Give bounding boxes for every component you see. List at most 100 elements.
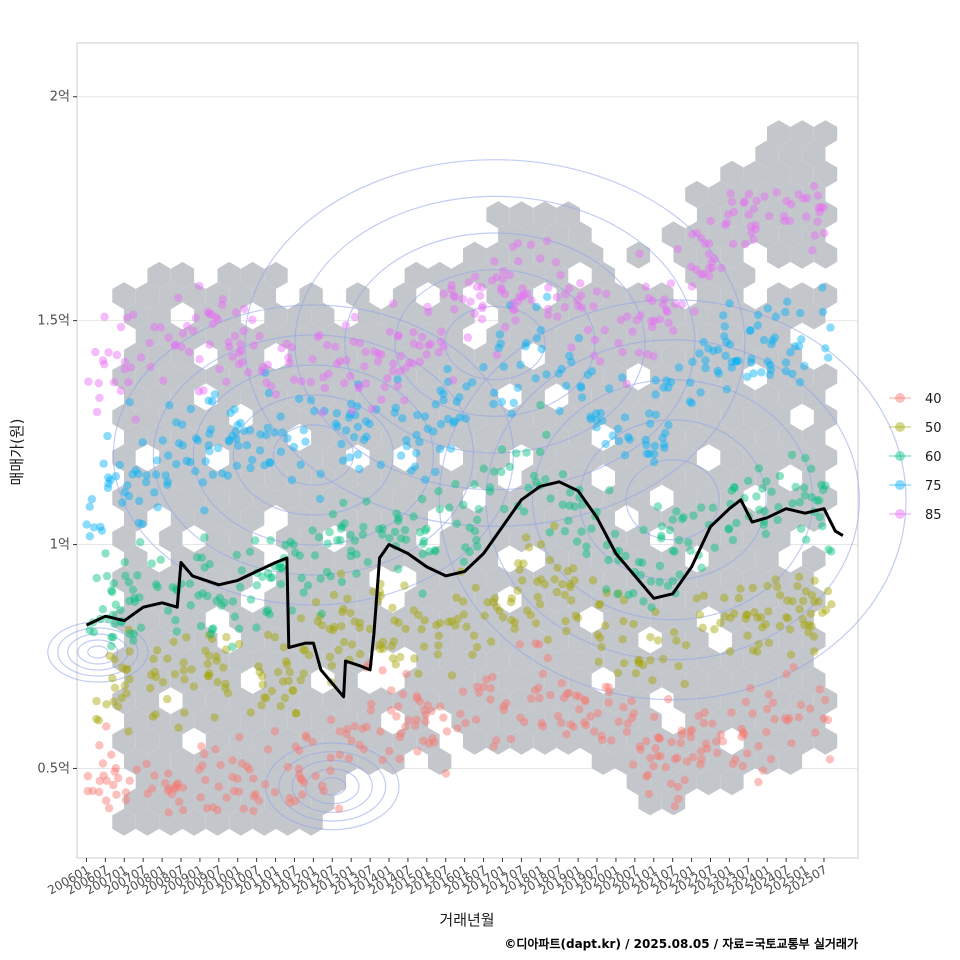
hexbin [252,282,276,310]
point-size-50 [795,605,804,614]
hexbin [533,403,557,431]
point-size-75 [353,402,362,411]
hexbin [159,363,183,391]
point-size-50 [313,617,323,626]
point-size-60 [325,528,334,537]
hexbin [731,666,756,694]
point-size-85 [289,375,299,384]
point-size-75 [746,326,755,335]
point-size-75 [701,356,710,365]
hexbin [544,707,569,735]
contour-line [532,379,814,621]
point-size-60 [602,585,611,594]
hexbin [252,322,276,350]
point-size-40 [762,728,771,737]
point-size-60 [336,524,346,533]
hexbin [731,180,756,208]
point-size-40 [499,705,509,715]
point-size-50 [775,621,785,631]
point-size-75 [494,343,503,353]
point-size-75 [178,441,187,450]
point-size-60 [541,475,550,484]
point-size-85 [100,312,109,321]
hexbin [509,727,534,755]
point-size-40 [402,669,411,679]
point-size-50 [553,563,562,573]
point-size-50 [532,577,542,586]
point-size-85 [622,312,632,321]
hexbin [661,504,686,532]
hexbin [755,383,779,411]
point-size-85 [692,228,702,238]
hexbin [416,687,440,715]
point-size-60 [801,453,810,463]
hexbin [813,241,838,269]
point-size-60 [465,523,474,532]
point-size-85 [551,258,561,267]
point-size-60 [197,553,206,562]
point-size-50 [809,647,819,656]
point-size-75 [509,398,518,408]
point-size-85 [649,352,658,361]
point-size-85 [596,357,605,366]
hexbin [802,464,826,492]
point-size-50 [390,616,399,625]
hexbin [229,768,253,796]
hexbin [334,666,358,694]
point-size-40 [673,782,683,792]
hexbin [603,363,627,391]
point-size-50 [750,608,759,617]
point-size-50 [742,610,752,619]
point-size-75 [506,301,515,310]
hexbin [731,747,756,775]
point-size-40 [758,766,768,775]
point-size-60 [621,551,630,561]
point-size-40 [680,776,689,785]
hexbin [159,727,183,755]
point-size-60 [236,582,245,592]
hexbin [112,484,136,512]
point-size-75 [346,409,355,419]
point-size-75 [479,363,488,372]
point-size-50 [276,701,285,711]
hexbin [556,646,580,674]
point-size-75 [191,467,200,476]
hexbin [661,302,686,330]
point-size-85 [513,297,522,306]
point-size-40 [643,770,653,780]
point-size-85 [258,363,267,372]
hexbin [346,403,370,431]
legend-key-point [895,480,905,490]
point-size-40 [386,706,396,715]
hexbin [755,180,779,208]
point-size-85 [120,365,129,374]
point-size-75 [151,470,161,479]
hexbin [790,484,814,512]
point-size-50 [758,623,767,632]
hexbin [217,302,241,330]
point-size-85 [447,285,456,294]
hexbin [533,646,557,674]
point-size-85 [255,332,264,341]
hexbin [240,788,265,816]
point-size-40 [737,732,746,741]
point-size-85 [810,231,819,240]
point-size-75 [557,364,566,374]
hexbin [521,383,545,411]
point-size-40 [110,767,120,776]
point-size-50 [510,618,519,627]
point-size-60 [276,580,286,589]
hexbin [486,565,510,593]
hexbin [439,646,463,674]
point-size-40 [233,774,242,783]
point-size-85 [670,299,680,309]
point-size-85 [396,351,406,361]
point-size-50 [620,659,629,668]
point-size-60 [363,558,372,567]
point-size-60 [500,504,509,514]
point-size-50 [378,637,388,647]
point-size-75 [283,434,292,443]
point-size-60 [235,624,244,633]
point-size-60 [130,597,140,606]
point-size-75 [266,458,275,468]
